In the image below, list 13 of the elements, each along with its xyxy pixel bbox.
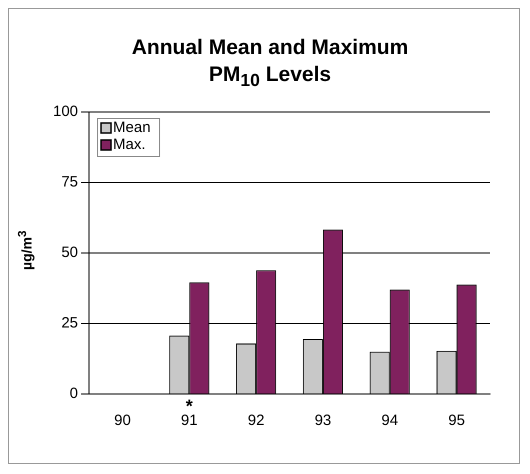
chart-title: Annual Mean and Maximum PM$_{10}$ Levels xyxy=(130,35,410,92)
x-tick-label: 94 xyxy=(381,412,398,430)
legend-label: Mean xyxy=(113,119,151,136)
y-tick-label: 50 xyxy=(61,244,78,262)
x-tick-label: 93 xyxy=(314,412,332,430)
y-tick-label: 100 xyxy=(52,103,78,120)
x-tick-label: 92 xyxy=(248,412,264,430)
legend-label: Max. xyxy=(113,136,146,154)
y-tick-label: 75 xyxy=(61,174,78,191)
y-tick-label: 0 xyxy=(70,385,78,402)
x-tick-label: 90 xyxy=(114,412,131,430)
y-tick-label: 25 xyxy=(61,314,78,332)
x-tick-label: 95 xyxy=(448,412,465,430)
